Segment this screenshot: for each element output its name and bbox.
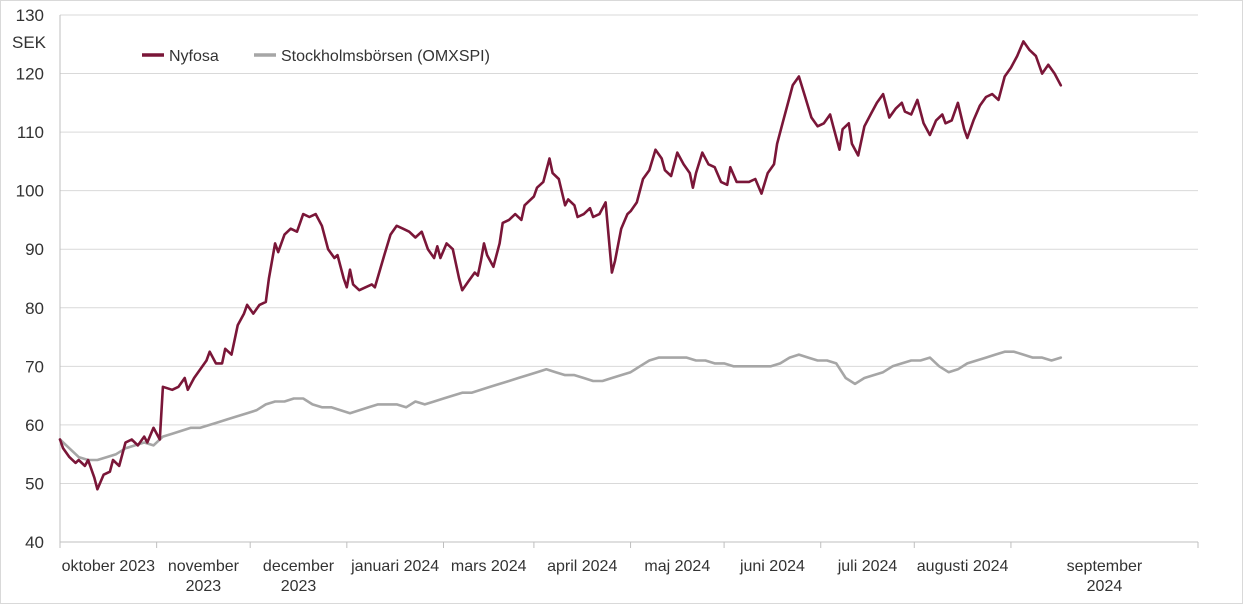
y-tick-label: 50 <box>25 474 44 493</box>
x-tick-label: mars 2024 <box>451 558 527 575</box>
x-axis: oktober 2023 november 2023 december 2023 janu… <box>59 541 1199 595</box>
x-tick-label: april 2024 <box>547 558 617 575</box>
y-tick-label: 60 <box>25 416 44 435</box>
legend-label-omxspi: Stockholmsbörsen (OMXSPI) <box>281 48 490 65</box>
series-line-nyfosa <box>58 40 1063 491</box>
y-tick-label: 80 <box>25 299 44 318</box>
x-tick-label: november 2023 <box>168 558 240 595</box>
y-axis: SEK 40 50 60 70 80 90 100 110 120 130 <box>12 6 61 552</box>
x-tick-label-line: 2024 <box>1087 578 1123 595</box>
x-tick-label: augusti 2024 <box>917 558 1009 575</box>
y-axis-unit-label: SEK <box>12 33 47 52</box>
x-tick-label-line: juni 2024 <box>739 558 805 575</box>
y-tick-label: 100 <box>16 182 44 201</box>
x-tick-label-line: januari 2024 <box>350 558 439 575</box>
x-tick-label: juli 2024 <box>837 558 898 575</box>
x-tick-label-line: september <box>1067 558 1143 575</box>
legend-item-omxspi: Stockholmsbörsen (OMXSPI) <box>254 48 490 65</box>
x-tick-label: januari 2024 <box>350 558 439 575</box>
y-tick-label: 120 <box>16 65 44 84</box>
x-tick-label: oktober 2023 <box>62 558 156 575</box>
y-tick-label: 130 <box>16 6 44 25</box>
x-tick-label: september 2024 <box>1067 558 1143 595</box>
x-tick-label-line: december <box>263 558 335 575</box>
x-tick-label-line: 2023 <box>281 578 317 595</box>
x-tick-label: december 2023 <box>263 558 335 595</box>
series-line-omxspi <box>58 350 1063 462</box>
x-tick-label-line: oktober 2023 <box>62 558 156 575</box>
legend-label-nyfosa: Nyfosa <box>169 48 219 65</box>
gridlines <box>60 14 1198 484</box>
legend-item-nyfosa: Nyfosa <box>142 48 219 65</box>
x-tick-label-line: maj 2024 <box>644 558 710 575</box>
y-tick-label: 70 <box>25 357 44 376</box>
x-tick-label-line: november <box>168 558 240 575</box>
x-tick-label: maj 2024 <box>644 558 710 575</box>
x-tick-label-line: april 2024 <box>547 558 617 575</box>
legend: Nyfosa Stockholmsbörsen (OMXSPI) <box>142 48 490 65</box>
x-tick-label-line: 2023 <box>186 578 222 595</box>
x-tick-label-line: juli 2024 <box>837 558 898 575</box>
y-tick-label: 110 <box>17 123 44 142</box>
y-tick-label: 90 <box>25 240 44 259</box>
y-tick-label: 40 <box>25 533 44 552</box>
x-tick-label-line: augusti 2024 <box>917 558 1009 575</box>
x-tick-label: juni 2024 <box>739 558 805 575</box>
x-tick-label-line: mars 2024 <box>451 558 527 575</box>
series-lines <box>58 40 1063 491</box>
